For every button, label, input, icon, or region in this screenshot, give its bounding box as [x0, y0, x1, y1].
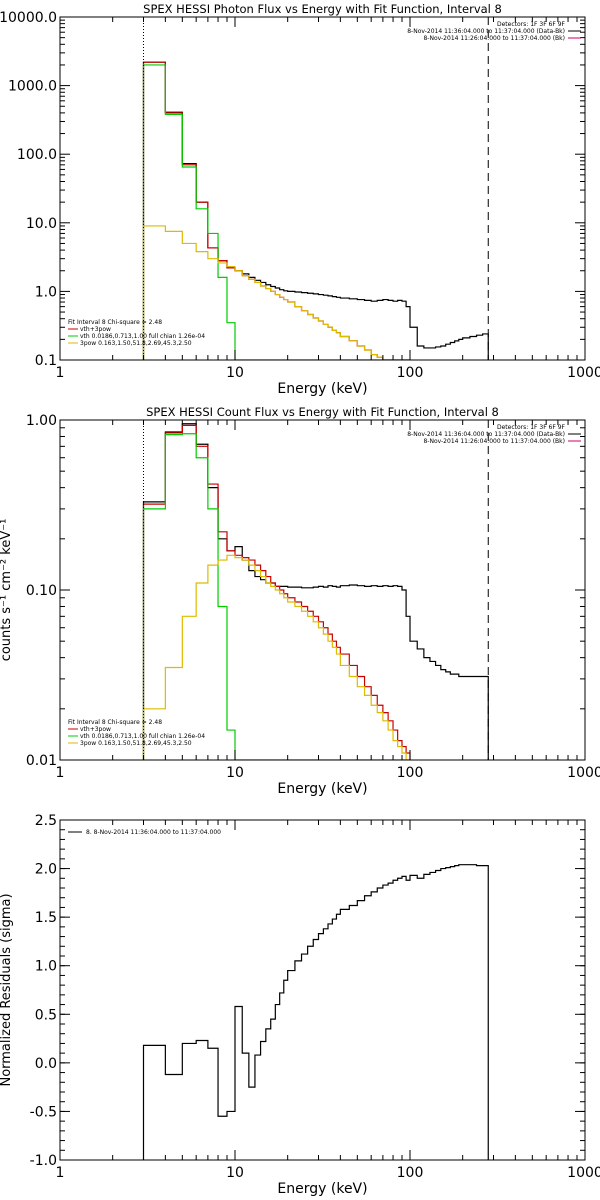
x-tick-label: 1000	[567, 1165, 600, 1181]
y-tick-label: 1.00	[26, 413, 57, 429]
legend-entry-text: Fit Interval 8 Chi-square = 2.48	[68, 719, 162, 726]
series-line-4	[142, 554, 410, 760]
legend-entry-text: 8-Nov-2014 11:26:04.000 to 11:37:04.000 …	[423, 35, 565, 42]
x-tick-label: 1	[56, 765, 65, 781]
legend-entry-text: vth+3pow	[80, 326, 111, 333]
series-line-1	[142, 61, 489, 360]
chart-title: SPEX HESSI Photon Flux vs Energy with Fi…	[143, 2, 502, 16]
chart-panel-3: 1 10 100 1000 -1.0 -0.5 0.0 0.5 1.0 1.5 2.0 2.5 Ener…	[0, 813, 600, 1197]
y-tick-label: 1000.0	[8, 79, 57, 95]
y-tick-label: 2.0	[35, 862, 57, 878]
plot-frame	[59, 819, 586, 1161]
x-tick-label: 10	[226, 1165, 244, 1181]
legend-entry-text: 8. 8-Nov-2014 11:36:04.000 to 11:37:04.0…	[86, 829, 221, 836]
chart-panel-2: 1 10 100 1000 0.01 0.10 1.00 SPEX HESSI Count F…	[0, 405, 600, 797]
plot-frame	[59, 419, 586, 761]
chart-title: SPEX HESSI Count Flux vs Energy with Fit…	[146, 405, 499, 419]
series-line-3	[142, 64, 410, 360]
x-axis-label: Energy (keV)	[277, 1181, 367, 1197]
x-tick-label: 1000	[567, 765, 600, 781]
plot-area	[142, 423, 489, 760]
legend-entry-text: vth 0.0186,0.713,1.00 full chian 1.26e-0…	[80, 333, 205, 340]
plot-area	[142, 864, 489, 1160]
y-tick-label: 1.0	[35, 959, 57, 975]
y-tick-label: 100.0	[17, 147, 57, 163]
y-tick-label: 1.5	[35, 910, 57, 926]
legend-entry-text: 8-Nov-2014 11:36:04.000 to 11:37:04.000 …	[407, 28, 565, 35]
x-axis-label: Energy (keV)	[277, 781, 367, 797]
x-tick-label: 10	[226, 765, 244, 781]
plot-area	[142, 61, 489, 360]
y-axis-label: counts s⁻¹ cm⁻² keV⁻¹	[0, 519, 14, 662]
series-line-3	[142, 433, 410, 760]
y-tick-label: 1.0	[35, 284, 57, 300]
legend-entry-text: 3pow 0.163,1.50,51.8,2.69,45.3,2.50	[80, 740, 192, 747]
legend-entry-text: Detectors: 1F 3F 6F 9F	[497, 21, 566, 28]
series-line-2	[142, 61, 410, 360]
y-tick-label: 10.0	[26, 216, 57, 232]
y-tick-label: 0.10	[26, 583, 57, 599]
legend-entry-text: 8-Nov-2014 11:36:04.000 to 11:37:04.000 …	[407, 431, 565, 438]
y-tick-label: 10000.0	[0, 10, 57, 26]
legend-entry-text: vth 0.0186,0.713,1.00 full chian 1.26e-0…	[80, 733, 205, 740]
y-tick-label: 0.1	[35, 353, 57, 369]
legend-entry-text: 3pow 0.163,1.50,51.8,2.69,45.3,2.50	[80, 340, 192, 347]
y-tick-label: 2.5	[35, 813, 57, 829]
chart-panel-1: 1 10 100 1000 0.1 1.0 10.0 100.0 1000.0 10000.0 SP…	[0, 2, 600, 397]
series-line-1	[142, 423, 489, 760]
x-tick-label: 100	[397, 1165, 424, 1181]
y-tick-label: 0.0	[35, 1056, 57, 1072]
y-tick-label: -1.0	[30, 1153, 57, 1169]
x-tick-label: 1000	[567, 365, 600, 381]
legend-entry-text: vth+3pow	[80, 726, 111, 733]
x-axis-label: Energy (keV)	[277, 381, 367, 397]
series-line-2	[142, 424, 411, 760]
legend-entry-text: Detectors: 1F 3F 6F 9F	[497, 424, 566, 431]
y-tick-label: 0.5	[35, 1007, 57, 1023]
x-tick-label: 100	[397, 365, 424, 381]
x-tick-label: 1	[56, 1165, 65, 1181]
legend-entry-text: Fit Interval 8 Chi-square = 2.48	[68, 319, 162, 326]
x-tick-label: 100	[397, 765, 424, 781]
y-tick-label: -0.5	[30, 1104, 57, 1120]
x-tick-label: 1	[56, 365, 65, 381]
y-axis-label: Normalized Residuals (sigma)	[0, 893, 14, 1086]
series-line-1	[142, 864, 489, 1160]
y-tick-label: 0.01	[26, 753, 57, 769]
plot-frame	[59, 16, 586, 361]
legend-entry-text: 8-Nov-2014 11:26:04.000 to 11:37:04.000 …	[423, 438, 565, 445]
x-tick-label: 10	[226, 365, 244, 381]
series-line-4	[142, 225, 410, 360]
